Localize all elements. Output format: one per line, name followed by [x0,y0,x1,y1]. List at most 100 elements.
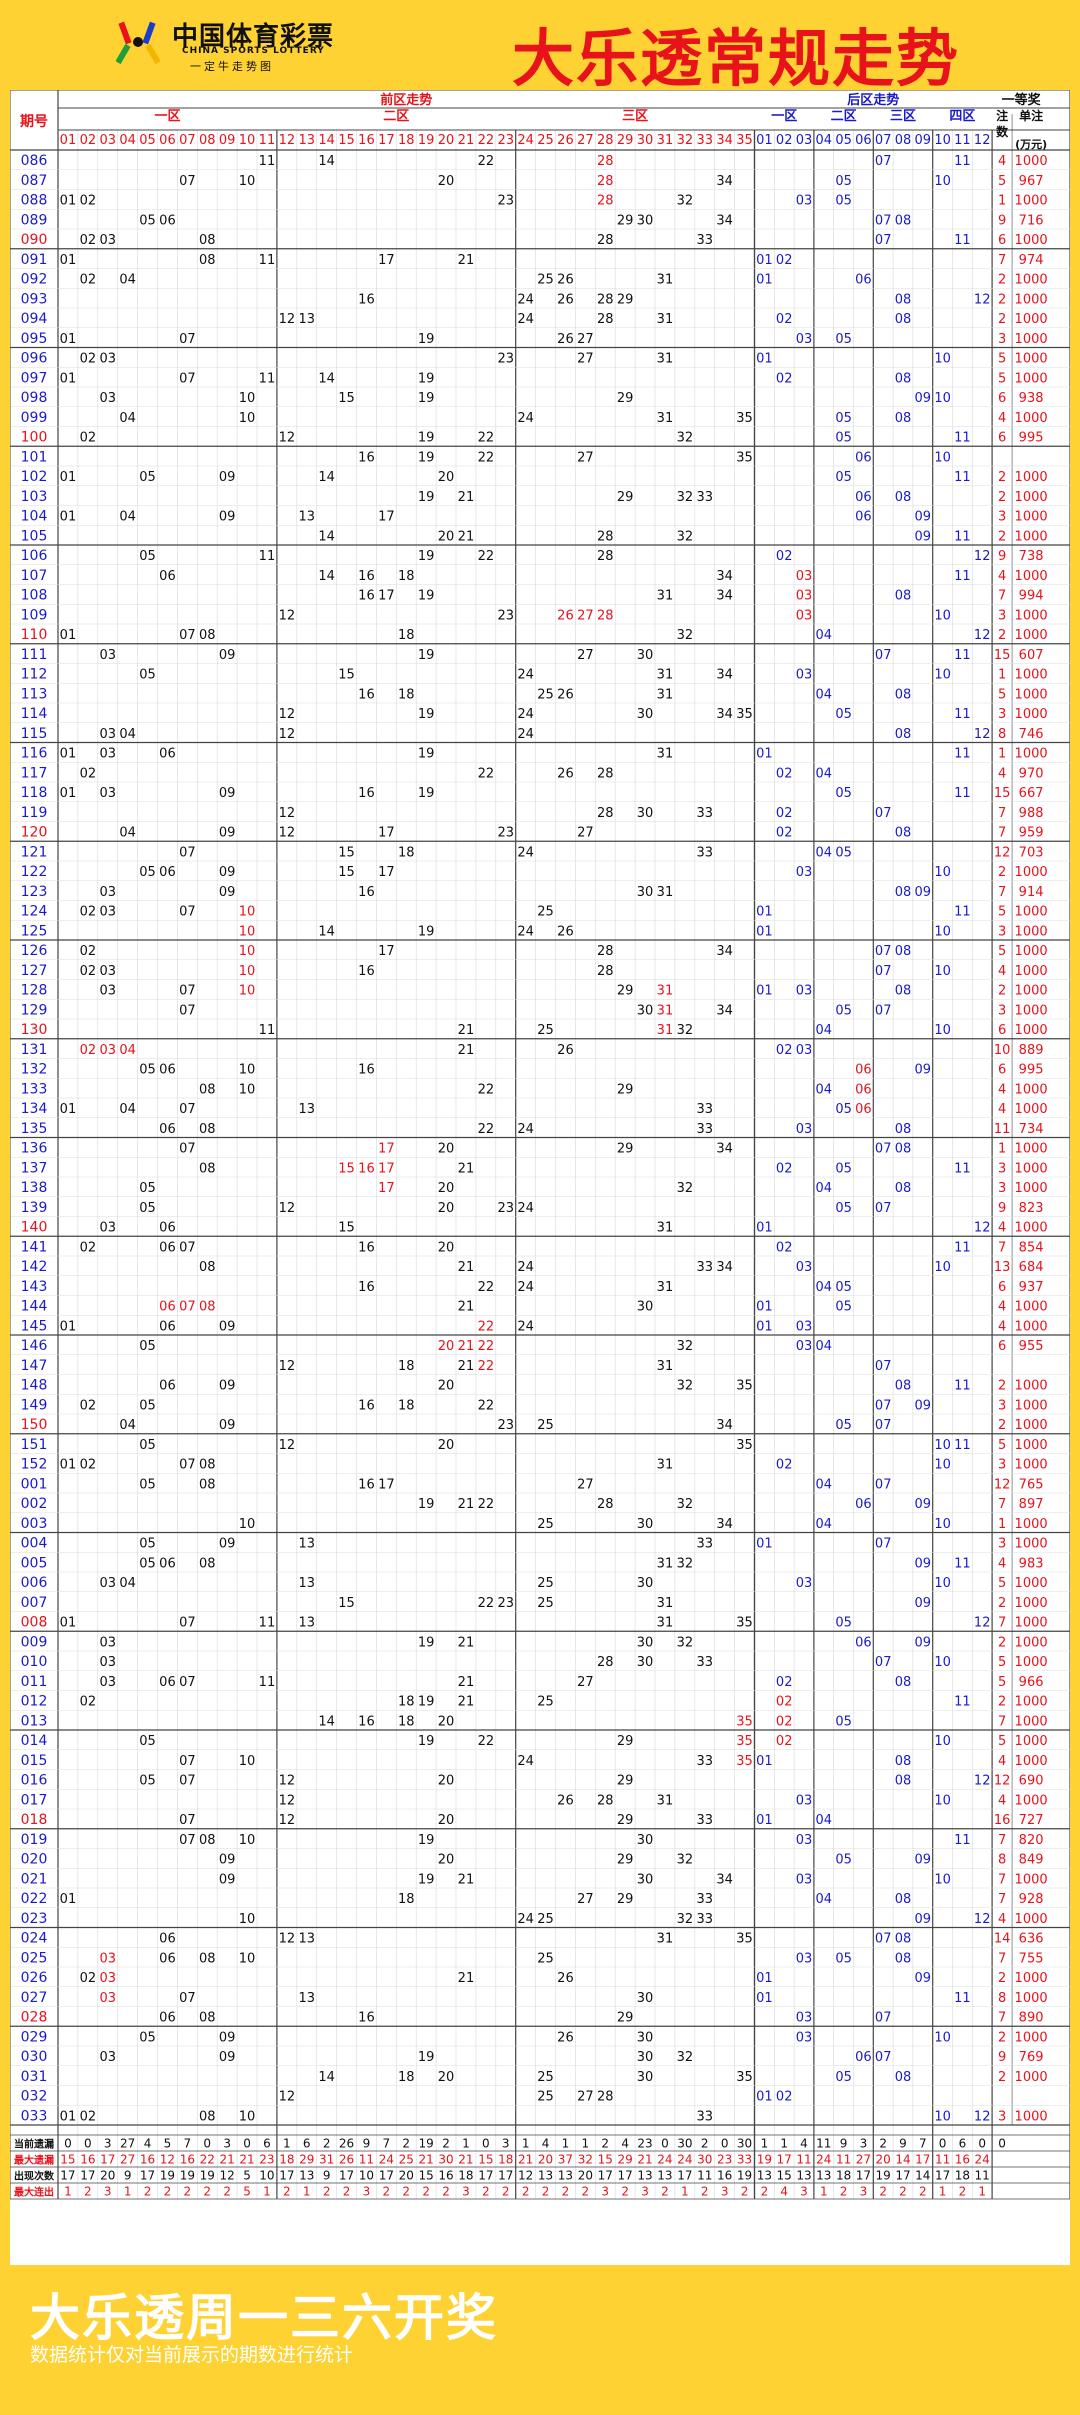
back-draw-number: 01 [756,1971,773,1986]
period-number: 108 [21,588,48,604]
front-draw-number: 13 [298,1102,315,1117]
front-draw-number: 33 [696,233,713,248]
back-draw-number: 01 [756,253,773,268]
prize-count: 12 [994,845,1011,860]
back-draw-number: 10 [934,1793,951,1808]
front-draw-number: 12 [279,1359,296,1374]
front-draw-number: 25 [537,2070,554,2085]
prize-count: 10 [994,1043,1011,1058]
prize-count: 4 [998,766,1006,781]
front-draw-number: 34 [716,707,733,722]
period-number: 115 [21,726,48,742]
prize-count: 1 [998,1142,1006,1157]
period-number: 135 [21,1121,48,1137]
front-number-header: 06 [159,133,176,148]
front-stat-value: 19 [200,2168,215,2182]
front-draw-number: 35 [736,1438,753,1453]
prize-amount: 983 [1019,1556,1044,1571]
front-draw-number: 09 [219,826,236,841]
prize-amount: 1000 [1015,1418,1048,1433]
back-stat-value: 6 [959,2136,967,2150]
prize-amount: 738 [1019,549,1044,564]
front-draw-number: 27 [577,1477,594,1492]
back-draw-number: 10 [934,1655,951,1670]
front-stat-value: 2 [741,2184,749,2198]
back-draw-number: 10 [934,1260,951,1275]
front-draw-number: 05 [139,865,156,880]
back-draw-number: 03 [796,1319,813,1334]
prize-amount: 1000 [1015,1221,1048,1236]
front-draw-number: 07 [179,174,196,189]
front-stat-value: 30 [697,2152,712,2166]
front-stat-value: 5 [243,2168,251,2182]
front-draw-number: 10 [239,964,256,979]
prize-count: 4 [998,1221,1006,1236]
stat-label: 最大连出 [14,2185,54,2198]
prize-count: 3 [998,1003,1006,1018]
prize-count: 2 [998,1418,1006,1433]
back-stat-value: 14 [915,2168,930,2182]
back-draw-number: 03 [796,332,813,347]
front-draw-number: 02 [80,1240,97,1255]
front-draw-number: 19 [418,707,435,722]
front-stat-value: 1 [462,2136,470,2150]
front-zone-title: 前区走势 [380,92,432,108]
front-draw-number: 06 [159,1122,176,1137]
back-stat-value: 2 [879,2184,887,2198]
back-draw-number: 04 [816,1477,833,1492]
prize-count: 2 [998,628,1006,643]
back-draw-number: 10 [934,450,951,465]
front-draw-number: 05 [139,1063,156,1078]
period-number: 094 [21,311,48,327]
back-stat-value: 17 [856,2168,871,2182]
front-number-header: 18 [398,133,415,148]
front-stat-value: 1 [283,2136,291,2150]
front-draw-number: 06 [159,1300,176,1315]
period-number: 144 [21,1299,48,1315]
front-draw-number: 03 [99,352,116,367]
front-number-header: 34 [716,133,733,148]
front-draw-number: 15 [338,1596,355,1611]
draw-schedule-title: 大乐透周一三六开奖 [30,2289,498,2347]
period-number: 113 [21,686,48,702]
front-draw-number: 25 [537,905,554,920]
footer-band [0,2270,1080,2415]
prize-count: 3 [998,1537,1006,1552]
front-draw-number: 06 [159,1063,176,1078]
front-draw-number: 35 [736,1932,753,1947]
front-stat-value: 24 [379,2152,394,2166]
front-draw-number: 19 [418,1872,435,1887]
back-draw-number: 09 [915,1596,932,1611]
prize-count: 3 [998,1458,1006,1473]
front-draw-number: 12 [279,608,296,623]
front-draw-number: 08 [199,628,216,643]
period-number: 109 [21,607,48,623]
front-number-header: 15 [338,133,355,148]
back-stat-value: 24 [975,2152,990,2166]
front-draw-number: 28 [597,233,614,248]
back-number-header: 07 [875,133,892,148]
prize-count: 7 [998,806,1006,821]
front-draw-number: 26 [557,766,574,781]
back-stat-value: 1 [780,2136,788,2150]
front-draw-number: 21 [458,1497,475,1512]
back-stat-value: 2 [959,2184,967,2198]
front-draw-number: 01 [60,2109,77,2124]
front-draw-number: 30 [637,1003,654,1018]
period-number: 131 [21,1042,48,1058]
back-draw-number: 08 [895,589,912,604]
front-draw-number: 29 [617,391,634,406]
back-number-header: 03 [796,133,813,148]
front-stat-value: 17 [618,2168,633,2182]
prize-amount: 1000 [1015,1319,1048,1334]
prize-count: 2 [998,1596,1006,1611]
prize-count: 5 [998,1655,1006,1670]
prize-count: 5 [998,905,1006,920]
front-draw-number: 20 [438,1714,455,1729]
back-stat-value: 9 [840,2136,848,2150]
back-draw-number: 05 [835,1418,852,1433]
prize-count: 3 [998,608,1006,623]
prize-amount: 970 [1019,766,1044,781]
front-draw-number: 30 [637,1872,654,1887]
front-draw-number: 04 [119,1043,136,1058]
